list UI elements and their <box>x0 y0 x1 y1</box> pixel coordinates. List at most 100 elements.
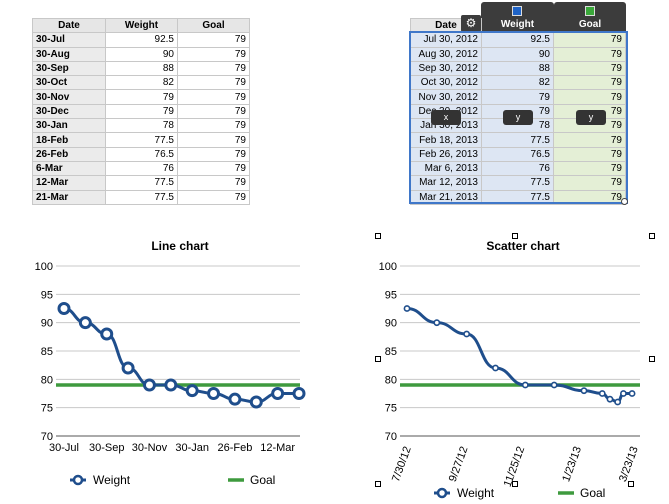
date-cell[interactable]: Feb 26, 2013 <box>410 146 482 162</box>
frame-handle[interactable] <box>375 356 381 362</box>
date-cell[interactable]: 30-Dec <box>32 103 106 120</box>
chart-title: Line chart <box>151 239 208 253</box>
source-data-table[interactable]: Date Weight Goal 30-Jul 92.5 79 30-Aug 90 79 3… <box>32 17 250 205</box>
date-cell[interactable]: 30-Oct <box>32 75 106 91</box>
weight-data-point <box>228 392 242 406</box>
weight-data-point <box>492 364 499 372</box>
table-row[interactable]: 21-Mar 77.5 79 <box>32 189 250 205</box>
goal-legend-label: Goal <box>580 486 605 500</box>
gear-icon[interactable]: ⚙ <box>461 15 481 32</box>
x-tick-label: 30-Sep <box>89 442 124 454</box>
goal-cell[interactable]: 79 <box>553 189 626 205</box>
goal-cell[interactable]: 79 <box>177 146 250 162</box>
y-tick-label: 85 <box>41 346 53 358</box>
weight-cell[interactable]: 88 <box>481 60 554 77</box>
weight-legend-marker <box>72 474 84 486</box>
date-cell[interactable]: 18-Feb <box>32 132 106 148</box>
weight-cell[interactable]: 77.5 <box>105 175 178 191</box>
weight-data-point <box>614 398 622 406</box>
date-cell[interactable]: Feb 18, 2013 <box>410 132 482 148</box>
y-axis-tag[interactable]: y <box>576 110 606 125</box>
table-row[interactable]: 30-Oct 82 79 <box>32 75 250 91</box>
table-row[interactable]: Jan 30, 2013 78 79 <box>410 118 626 134</box>
x-axis-tag[interactable]: x <box>431 110 461 125</box>
date-cell[interactable]: Mar 6, 2013 <box>410 160 482 177</box>
goal-cell[interactable]: 79 <box>177 189 250 205</box>
weight-data-point <box>164 378 178 392</box>
frame-handle[interactable] <box>512 481 518 487</box>
frame-handle[interactable] <box>649 356 655 362</box>
weight-cell[interactable]: 79 <box>481 89 554 105</box>
date-cell[interactable]: 26-Feb <box>32 146 106 162</box>
goal-cell[interactable]: 79 <box>177 175 250 191</box>
goal-cell[interactable]: 79 <box>553 160 626 177</box>
weight-data-point <box>100 327 114 341</box>
weight-data-point <box>620 390 627 397</box>
frame-handle[interactable] <box>512 233 518 239</box>
table-row[interactable]: 26-Feb 76.5 79 <box>32 146 250 162</box>
goal-cell[interactable]: 79 <box>177 132 250 148</box>
weight-data-point <box>292 387 306 400</box>
goal-color-swatch[interactable] <box>585 6 595 16</box>
goal-cell[interactable]: 79 <box>553 118 626 134</box>
goal-cell[interactable]: 79 <box>553 132 626 148</box>
weight-data-point <box>78 316 92 330</box>
column-header[interactable]: Date <box>32 17 106 34</box>
resize-handle[interactable] <box>621 198 628 205</box>
table-row[interactable]: Oct 30, 2012 82 79 <box>410 75 626 91</box>
goal-cell[interactable]: 79 <box>177 118 250 134</box>
weight-cell[interactable]: 76.5 <box>481 146 554 162</box>
weight-data-point <box>185 384 199 398</box>
goal-cell[interactable]: 79 <box>553 32 626 48</box>
goal-cell[interactable]: 79 <box>553 175 626 191</box>
y-tick-label: 100 <box>379 261 397 273</box>
frame-handle[interactable] <box>375 233 381 239</box>
goal-cell[interactable]: 79 <box>553 146 626 162</box>
frame-handle[interactable] <box>628 481 634 487</box>
y-axis-tag[interactable]: y <box>503 110 533 125</box>
date-cell[interactable]: 6-Mar <box>32 160 106 177</box>
table-row[interactable]: Feb 26, 2013 76.5 79 <box>410 146 626 162</box>
x-tick-label: 9/27/12 <box>447 445 471 484</box>
weight-cell[interactable]: 77.5 <box>105 189 178 205</box>
goal-cell[interactable]: 79 <box>177 160 250 177</box>
weight-series-header[interactable]: Weight <box>481 2 554 34</box>
y-tick-label: 95 <box>385 289 397 301</box>
weight-color-swatch[interactable] <box>512 6 522 16</box>
table-row[interactable]: 30-Jan 78 79 <box>32 118 250 134</box>
table-row[interactable]: 6-Mar 76 79 <box>32 160 250 177</box>
table-row[interactable]: Mar 12, 2013 77.5 79 <box>410 175 626 191</box>
weight-cell[interactable]: 77.5 <box>481 175 554 191</box>
table-row[interactable]: 12-Mar 77.5 79 <box>32 175 250 191</box>
frame-handle[interactable] <box>375 481 381 487</box>
date-cell[interactable]: 30-Jan <box>32 118 106 134</box>
x-tick-label: 1/23/13 <box>560 445 584 484</box>
frame-handle[interactable] <box>649 233 655 239</box>
table-row[interactable]: 30-Aug 90 79 <box>32 46 250 62</box>
goal-series-label: Goal <box>578 19 602 30</box>
table-row[interactable]: Mar 6, 2013 76 79 <box>410 160 626 177</box>
table-row[interactable]: Feb 18, 2013 77.5 79 <box>410 132 626 148</box>
y-tick-label: 75 <box>385 403 397 415</box>
weight-data-point <box>433 319 441 327</box>
column-header[interactable]: Weight <box>105 17 178 34</box>
goal-series-header[interactable]: Goal <box>554 2 626 34</box>
table-row[interactable]: 18-Feb 77.5 79 <box>32 132 250 148</box>
x-tick-label: 30-Jan <box>175 442 209 454</box>
weight-cell[interactable]: 77.5 <box>481 132 554 148</box>
table-row[interactable]: 30-Nov 79 79 <box>32 89 250 105</box>
date-cell[interactable]: Jul 30, 2012 <box>410 32 482 48</box>
weight-cell[interactable]: 82 <box>481 75 554 91</box>
weight-data-point <box>207 387 221 400</box>
goal-cell[interactable]: 79 <box>553 60 626 77</box>
y-tick-label: 100 <box>35 261 53 273</box>
date-cell[interactable]: 21-Mar <box>32 189 106 205</box>
table-row[interactable]: 30-Dec 79 79 <box>32 103 250 120</box>
weight-cell[interactable]: 76.5 <box>105 146 178 162</box>
weight-data-point <box>550 381 558 389</box>
table-row[interactable]: Sep 30, 2012 88 79 <box>410 60 626 77</box>
goal-cell[interactable]: 79 <box>553 89 626 105</box>
date-cell[interactable]: Oct 30, 2012 <box>410 75 482 91</box>
date-cell[interactable]: Jan 30, 2013 <box>410 118 482 134</box>
